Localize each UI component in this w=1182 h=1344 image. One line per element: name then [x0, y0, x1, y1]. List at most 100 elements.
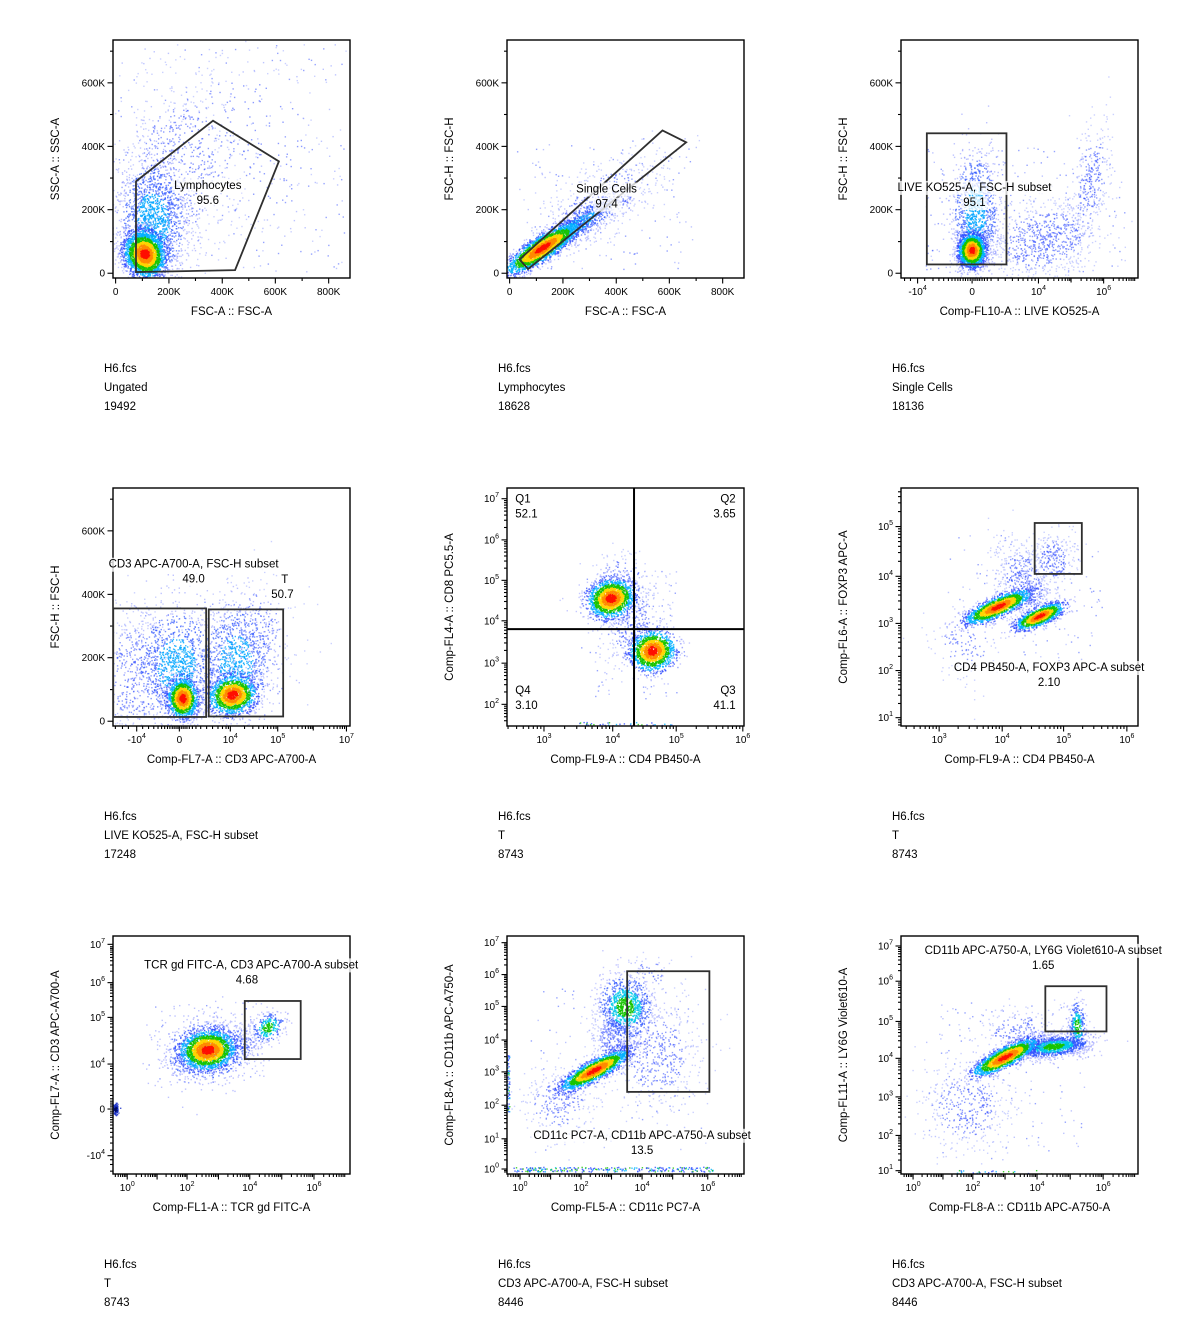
scatter-points-canvas [507, 40, 744, 278]
caption-population: CD3 APC-A700-A, FSC-H subset [498, 1278, 669, 1290]
svg-text:104: 104 [484, 614, 499, 627]
svg-text:600K: 600K [870, 78, 894, 89]
y-axis-title: FSC-H :: FSC-H [838, 117, 850, 201]
scatter-plot[interactable] [507, 40, 744, 278]
plot-caption: H6.fcs CD3 APC-A700-A, FSC-H subset 8446 [892, 1256, 1062, 1313]
svg-text:103: 103 [484, 1065, 499, 1078]
plot-cell-lymphocytes: SSC-A :: SSC-A 0 200K 400K 600K 0 200K 400K 600… [0, 0, 394, 448]
svg-text:105: 105 [90, 1011, 105, 1024]
scatter-points-canvas [113, 936, 350, 1174]
svg-text:104: 104 [878, 570, 893, 583]
caption-count: 8743 [892, 849, 918, 861]
scatter-plot[interactable] [113, 936, 350, 1174]
svg-text:200K: 200K [82, 205, 106, 216]
svg-text:104: 104 [1030, 1181, 1045, 1194]
caption-count: 19492 [104, 401, 136, 413]
svg-text:400K: 400K [211, 287, 235, 298]
svg-text:103: 103 [484, 657, 499, 670]
caption-count: 8446 [892, 1297, 918, 1309]
caption-population: T [498, 830, 506, 842]
svg-text:200K: 200K [551, 287, 575, 298]
svg-text:104: 104 [878, 1052, 893, 1065]
svg-text:103: 103 [878, 1090, 893, 1103]
svg-text:106: 106 [1119, 733, 1134, 746]
svg-text:0: 0 [99, 269, 105, 280]
svg-text:400K: 400K [82, 590, 106, 601]
plot-caption: H6.fcs LIVE KO525-A, FSC-H subset 17248 [104, 808, 258, 865]
scatter-plot[interactable] [901, 40, 1138, 278]
x-axis-title: FSC-A :: FSC-A [584, 306, 667, 318]
caption-file: H6.fcs [104, 363, 137, 375]
scatter-plot[interactable] [901, 488, 1138, 726]
y-axis-title: Comp-FL11-A :: LY6G Violet610-A [838, 967, 850, 1143]
scatter-plot[interactable] [507, 488, 744, 726]
x-axis-title: Comp-FL10-A :: LIVE KO525-A [939, 306, 1100, 318]
scatter-points-canvas [507, 488, 744, 726]
svg-text:107: 107 [484, 936, 499, 949]
plot-cell-cd3-t: FSC-H :: FSC-H 0 200K 400K 600K -104 0 104 105 1… [0, 448, 394, 896]
svg-text:101: 101 [878, 1164, 893, 1177]
plot-cell-cd11c-cd11b: Comp-FL8-A :: CD11b APC-A750-A 100 101 102… [394, 896, 788, 1344]
svg-text:106: 106 [484, 968, 499, 981]
scatter-points-canvas [113, 488, 350, 726]
x-axis-title: Comp-FL8-A :: CD11b APC-A750-A [928, 1202, 1111, 1214]
plot-caption: H6.fcs T 8743 [498, 808, 531, 865]
svg-text:0: 0 [177, 735, 183, 746]
caption-population: Lymphocytes [498, 382, 566, 394]
plot-cell-ly6g: Comp-FL11-A :: LY6G Violet610-A 101 102 10… [788, 896, 1182, 1344]
svg-text:105: 105 [878, 520, 893, 533]
svg-text:107: 107 [878, 939, 893, 952]
svg-text:600K: 600K [658, 287, 682, 298]
scatter-plot[interactable] [507, 936, 744, 1174]
plot-caption: H6.fcs Lymphocytes 18628 [498, 360, 565, 417]
svg-text:106: 106 [735, 733, 750, 746]
svg-text:107: 107 [90, 938, 105, 951]
svg-text:107: 107 [339, 733, 354, 746]
svg-text:106: 106 [878, 975, 893, 988]
y-axis-title: FSC-H :: FSC-H [444, 117, 456, 201]
caption-count: 18136 [892, 401, 924, 413]
svg-text:105: 105 [669, 733, 684, 746]
plot-cell-treg: Comp-FL6-A :: FOXP3 APC-A 101 102 103 104 10… [788, 448, 1182, 896]
svg-text:104: 104 [223, 733, 238, 746]
svg-text:0: 0 [507, 287, 513, 298]
scatter-plot[interactable] [113, 488, 350, 726]
scatter-plot[interactable] [113, 40, 350, 278]
svg-text:106: 106 [484, 533, 499, 546]
svg-text:0: 0 [493, 269, 499, 280]
svg-text:103: 103 [932, 733, 947, 746]
caption-population: T [104, 1278, 112, 1290]
svg-text:106: 106 [90, 976, 105, 989]
svg-text:400K: 400K [82, 142, 106, 153]
caption-file: H6.fcs [892, 811, 925, 823]
svg-text:105: 105 [1056, 733, 1071, 746]
svg-text:107: 107 [484, 492, 499, 505]
svg-text:0: 0 [99, 717, 105, 728]
caption-file: H6.fcs [104, 811, 137, 823]
svg-text:105: 105 [484, 574, 499, 587]
svg-text:-104: -104 [908, 285, 926, 298]
svg-text:102: 102 [878, 664, 893, 677]
svg-text:400K: 400K [870, 142, 894, 153]
svg-text:200K: 200K [157, 287, 181, 298]
svg-text:104: 104 [90, 1058, 105, 1071]
x-axis-title: Comp-FL7-A :: CD3 APC-A700-A [146, 754, 317, 766]
plot-cell-cd4-cd8-quadrants: Comp-FL4-A :: CD8 PC5.5-A 102 103 104 105 10… [394, 448, 788, 896]
svg-text:-104: -104 [128, 733, 146, 746]
scatter-plot[interactable] [901, 936, 1138, 1174]
svg-text:100: 100 [484, 1163, 499, 1176]
svg-text:106: 106 [700, 1181, 715, 1194]
scatter-points-canvas [507, 936, 744, 1174]
svg-text:0: 0 [113, 287, 119, 298]
caption-count: 17248 [104, 849, 136, 861]
caption-file: H6.fcs [104, 1259, 137, 1271]
plot-caption: H6.fcs Single Cells 18136 [892, 360, 953, 417]
svg-text:600K: 600K [82, 78, 106, 89]
svg-text:400K: 400K [605, 287, 629, 298]
svg-text:102: 102 [484, 698, 499, 711]
scatter-points-canvas [113, 40, 350, 278]
caption-count: 8743 [104, 1297, 130, 1309]
svg-text:104: 104 [605, 733, 620, 746]
x-axis-title: Comp-FL9-A :: CD4 PB450-A [550, 754, 701, 766]
